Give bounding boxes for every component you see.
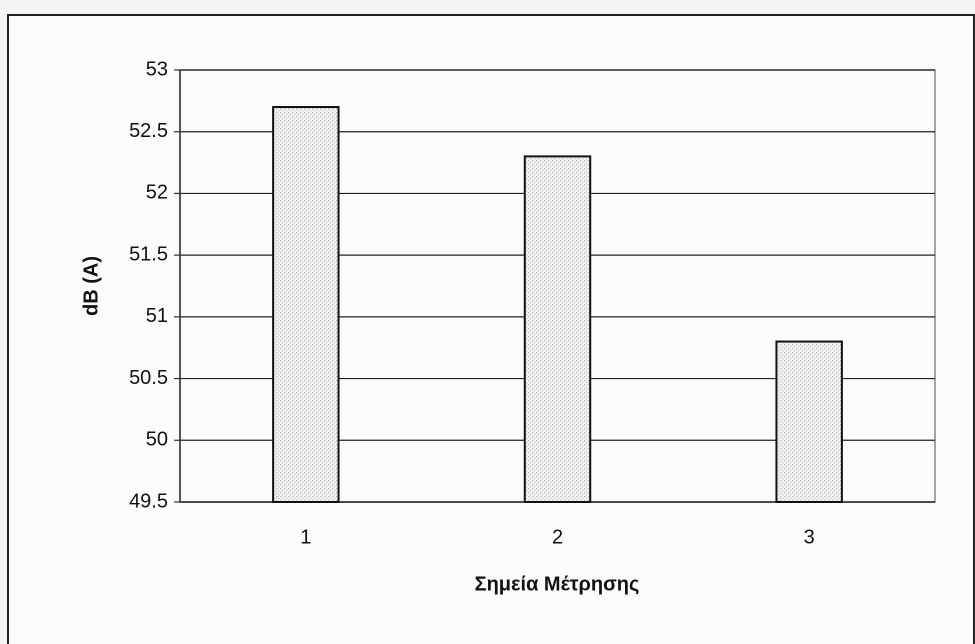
bar: [775, 340, 843, 503]
y-tick-label: 51: [146, 305, 168, 327]
y-tick-label: 51.5: [129, 243, 168, 265]
y-tick-label: 50.5: [129, 367, 168, 389]
bar: [272, 106, 340, 504]
y-tick-label: 50: [146, 429, 168, 451]
x-tick-label: 1: [300, 526, 311, 548]
y-tick-label: 52: [146, 182, 168, 204]
chart-frame: [7, 14, 975, 644]
y-tick-label: 52.5: [129, 120, 168, 142]
x-axis-label: Σημεία Μέτρησης: [475, 573, 640, 595]
y-axis-label: dB (A): [80, 256, 102, 316]
bar: [523, 155, 592, 503]
y-tick-label: 53: [146, 58, 168, 80]
x-tick-label: 3: [804, 526, 815, 548]
x-tick-label: 2: [552, 526, 563, 548]
y-tick-label: 49.5: [129, 490, 168, 512]
